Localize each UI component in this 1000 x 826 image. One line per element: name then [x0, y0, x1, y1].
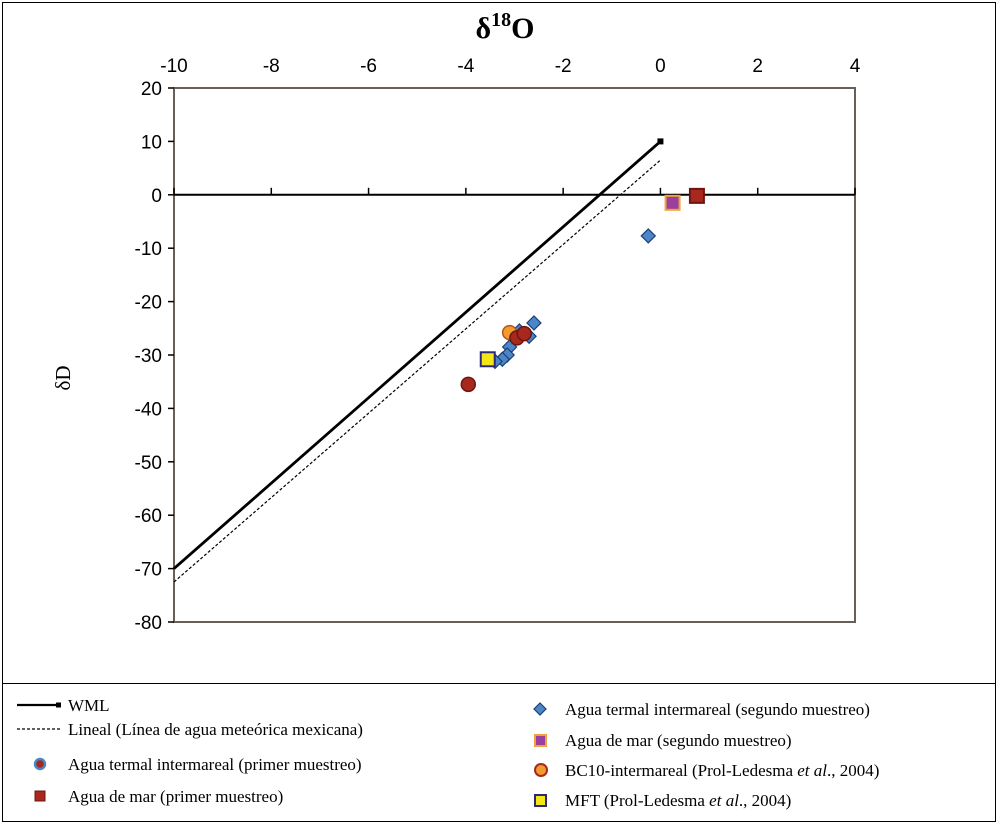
y-tick-label: -40	[135, 399, 162, 420]
lineal-line	[173, 159, 661, 583]
x-tick-label: -6	[360, 56, 377, 77]
y-tick-label: -60	[135, 506, 162, 527]
legend-label-bc10: BC10-intermareal (Prol-Ledesma et al., 2…	[565, 761, 879, 780]
wml-endpoint	[657, 138, 664, 145]
data-point-series-5	[516, 325, 532, 342]
data-point-series-2	[664, 194, 681, 211]
legend-item-bc10: BC10-intermareal (Prol-Ledesma et al., 2…	[534, 761, 879, 780]
y-tick-label: -70	[135, 560, 162, 581]
legend-label-lineal: Lineal (Línea de agua meteórica mexicana…	[68, 720, 363, 739]
data-point-series-1	[526, 315, 542, 331]
legend: WML Lineal (Línea de agua meteórica mexi…	[17, 696, 879, 810]
y-tick-label: -20	[135, 293, 162, 314]
legend-label-termal-primer: Agua termal intermareal (primer muestreo…	[68, 755, 362, 774]
x-tick-label: -2	[555, 56, 572, 77]
legend-label-mft: MFT (Prol-Ledesma et al., 2004)	[565, 791, 791, 810]
legend-item-mar-segundo: Agua de mar (segundo muestreo)	[534, 731, 792, 750]
legend-divider	[2, 683, 996, 684]
legend-item-termal-primer: Agua termal intermareal (primer muestreo…	[33, 755, 362, 774]
data-points	[460, 187, 705, 393]
legend-item-wml: WML	[17, 696, 110, 715]
x-tick-label: -8	[263, 56, 280, 77]
x-tick-label: 4	[850, 56, 861, 77]
x-tick-label: 2	[752, 56, 763, 77]
y-axis-title: δD	[51, 365, 75, 390]
y-tick-label: -30	[135, 346, 162, 367]
data-point-series-1	[640, 228, 657, 244]
legend-label-mar-primer: Agua de mar (primer muestreo)	[68, 787, 283, 806]
legend-label-termal-segundo: Agua termal intermareal (segundo muestre…	[565, 700, 870, 719]
legend-label-wml: WML	[68, 696, 110, 715]
wml-line	[173, 140, 662, 570]
data-point-series-6	[688, 187, 705, 204]
x-tick-label: -10	[160, 56, 187, 77]
data-point-series-5	[460, 376, 477, 393]
data-point-series-4	[479, 351, 496, 368]
legend-label-mar-segundo: Agua de mar (segundo muestreo)	[565, 731, 792, 750]
reference-lines	[173, 138, 664, 583]
legend-item-termal-segundo: Agua termal intermareal (segundo muestre…	[533, 700, 870, 719]
y-tick-label: -10	[135, 239, 162, 260]
x-tick-label: -4	[457, 56, 474, 77]
y-tick-label: -50	[135, 453, 162, 474]
y-tick-label: 0	[151, 186, 162, 207]
y-tick-label: 20	[141, 79, 162, 100]
x-tick-label: 0	[655, 56, 666, 77]
axis-ticks: -10 -8 -6 -4 -2 0 2 420100-10-20-30-40-50-60-70…	[135, 56, 861, 634]
y-tick-label: -80	[135, 613, 162, 634]
x-axis-title: δ18O	[476, 9, 535, 45]
legend-item-lineal: Lineal (Línea de agua meteórica mexicana…	[17, 720, 363, 739]
legend-item-mar-primer: Agua de mar (primer muestreo)	[34, 787, 283, 806]
legend-item-mft: MFT (Prol-Ledesma et al., 2004)	[534, 791, 791, 810]
y-tick-label: 10	[141, 132, 162, 153]
